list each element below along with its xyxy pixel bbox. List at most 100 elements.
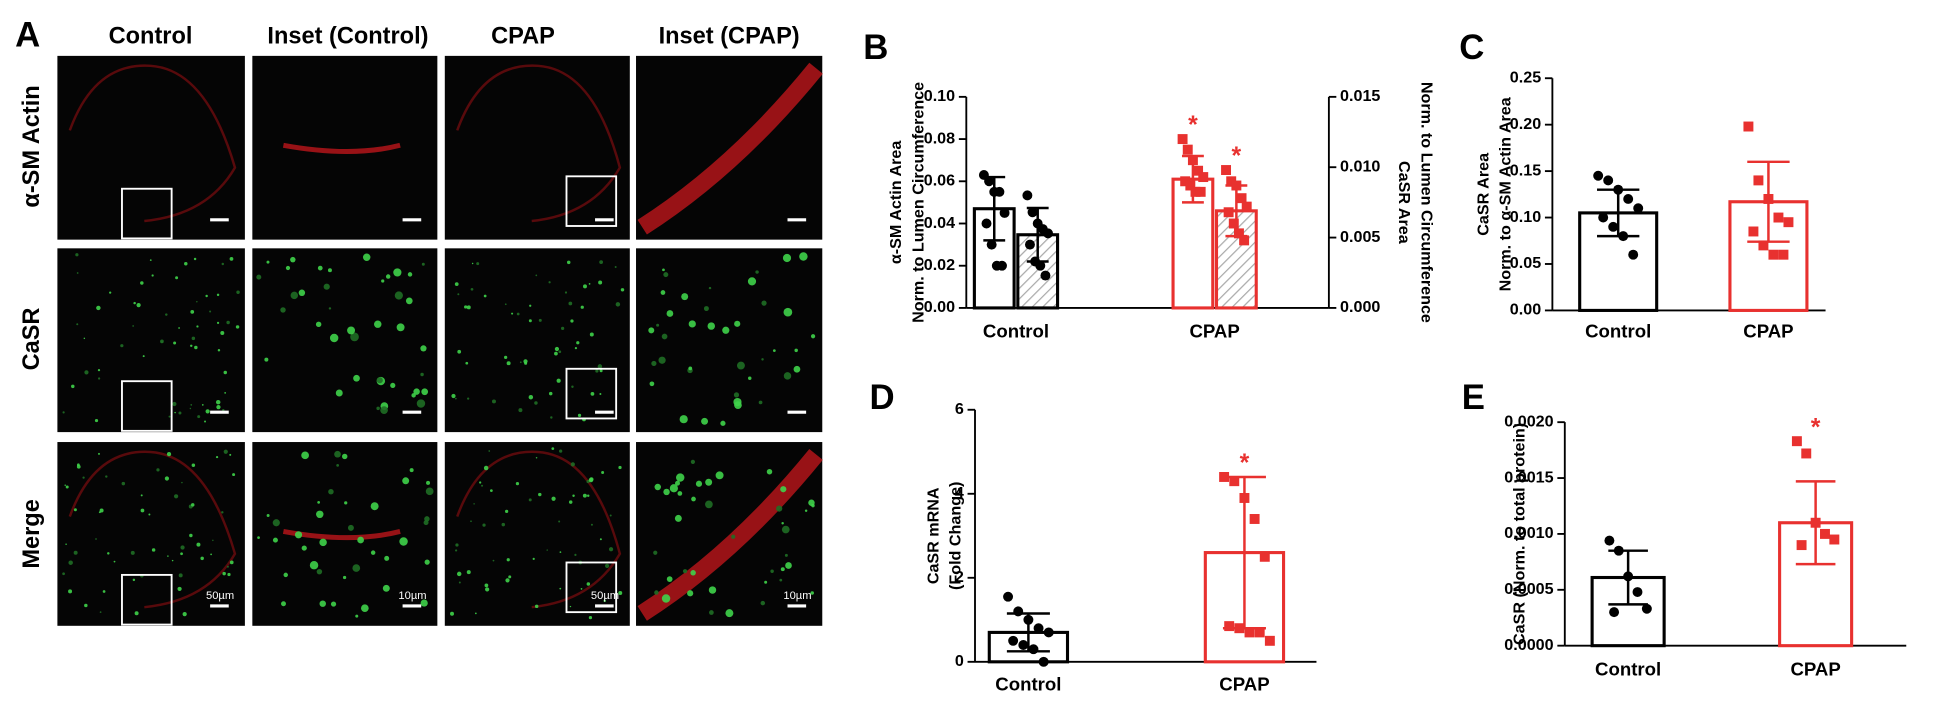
data-point [1768, 249, 1779, 260]
casr-signal [421, 388, 429, 396]
column-header: CPAP [491, 22, 555, 48]
data-point [1618, 231, 1629, 242]
significance-marker: * [1240, 450, 1250, 477]
y-axis-label: (Fold Change) [947, 482, 965, 590]
data-point [1035, 260, 1046, 271]
casr-signal [709, 610, 714, 615]
casr-signal [121, 481, 126, 486]
casr-signal [661, 333, 668, 340]
casr-signal [620, 288, 625, 292]
casr-signal [232, 473, 236, 477]
y-tick-label: 0.0005 [1504, 580, 1553, 598]
casr-signal [601, 470, 605, 474]
casr-signal [663, 272, 669, 278]
casr-signal [508, 575, 512, 579]
casr-signal [191, 336, 196, 341]
casr-signal [588, 477, 594, 483]
casr-signal [99, 508, 104, 513]
casr-signal [416, 399, 426, 408]
y2-axis-label: Norm. to Lumen Circumference [1417, 82, 1435, 323]
casr-signal [201, 404, 204, 406]
significance-marker: * [1232, 143, 1242, 170]
casr-signal [466, 305, 471, 310]
casr-signal [113, 560, 116, 563]
casr-signal [317, 501, 321, 504]
casr-signal [679, 415, 688, 424]
casr-signal [571, 385, 574, 389]
y2-axis-label: CaSR Area [1395, 161, 1413, 245]
casr-signal [390, 382, 396, 389]
casr-signal [677, 491, 683, 496]
casr-signal [64, 484, 66, 486]
casr-signal [663, 488, 670, 496]
data-point [1623, 194, 1634, 204]
data-point [1598, 212, 1609, 223]
panel-letter: C [1459, 29, 1484, 67]
data-point [1013, 606, 1024, 617]
y-axis-label: Norm. to α-SM Actin Area [1497, 96, 1515, 291]
casr-signal [294, 531, 303, 539]
casr-signal [281, 601, 286, 607]
casr-signal [580, 588, 583, 590]
column-header: Inset (Control) [267, 22, 428, 48]
data-point [981, 218, 992, 229]
casr-signal [223, 370, 228, 375]
casr-signal [558, 350, 562, 354]
casr-signal [209, 310, 212, 313]
micrograph [444, 248, 630, 433]
casr-signal [760, 600, 766, 606]
casr-signal [194, 345, 198, 350]
casr-signal [120, 344, 124, 348]
casr-signal [534, 401, 538, 405]
data-point [1758, 240, 1769, 251]
micrograph [57, 55, 245, 240]
casr-signal [506, 361, 511, 366]
casr-signal [266, 260, 270, 264]
y-axis-label: CaSR (Norm. to total protein) [1510, 423, 1528, 645]
data-point [1226, 176, 1237, 187]
casr-signal [109, 291, 112, 294]
casr-signal [467, 397, 470, 400]
casr-signal [178, 327, 180, 329]
casr-signal [766, 468, 773, 475]
casr-signal [336, 464, 340, 467]
casr-signal [492, 559, 495, 562]
casr-signal [515, 482, 520, 486]
casr-signal [599, 392, 602, 395]
casr-signal [588, 282, 591, 285]
casr-signal [785, 562, 792, 569]
row-label: α-SM Actin [18, 85, 44, 207]
y2-tick-label: 0.015 [1340, 87, 1380, 105]
data-point [1753, 175, 1764, 186]
casr-signal [357, 536, 364, 544]
casr-signal [661, 594, 671, 603]
casr-signal [204, 420, 207, 423]
casr-signal [483, 465, 489, 471]
data-point [1043, 627, 1054, 638]
inset-box [565, 561, 618, 614]
casr-signal [149, 259, 152, 262]
casr-signal [546, 549, 548, 551]
column-header: Inset (CPAP) [659, 22, 800, 48]
casr-signal [220, 331, 225, 336]
casr-signal [229, 453, 232, 456]
micrograph [444, 442, 630, 626]
casr-signal [458, 581, 461, 584]
casr-signal [572, 494, 575, 498]
casr-signal [98, 452, 100, 455]
casr-signal [608, 547, 614, 552]
casr-signal [725, 609, 734, 618]
casr-signal [316, 510, 324, 519]
casr-signal [554, 346, 560, 352]
casr-signal [618, 465, 622, 470]
casr-signal [342, 575, 347, 580]
casr-signal [688, 320, 696, 328]
panel-letter: B [863, 29, 888, 67]
casr-signal [223, 449, 228, 454]
casr-signal [226, 565, 229, 568]
casr-signal [370, 550, 376, 555]
data-point [1040, 270, 1051, 281]
y-tick-label: 0.10 [1510, 208, 1541, 226]
casr-signal [586, 582, 591, 586]
casr-signal [780, 486, 787, 493]
